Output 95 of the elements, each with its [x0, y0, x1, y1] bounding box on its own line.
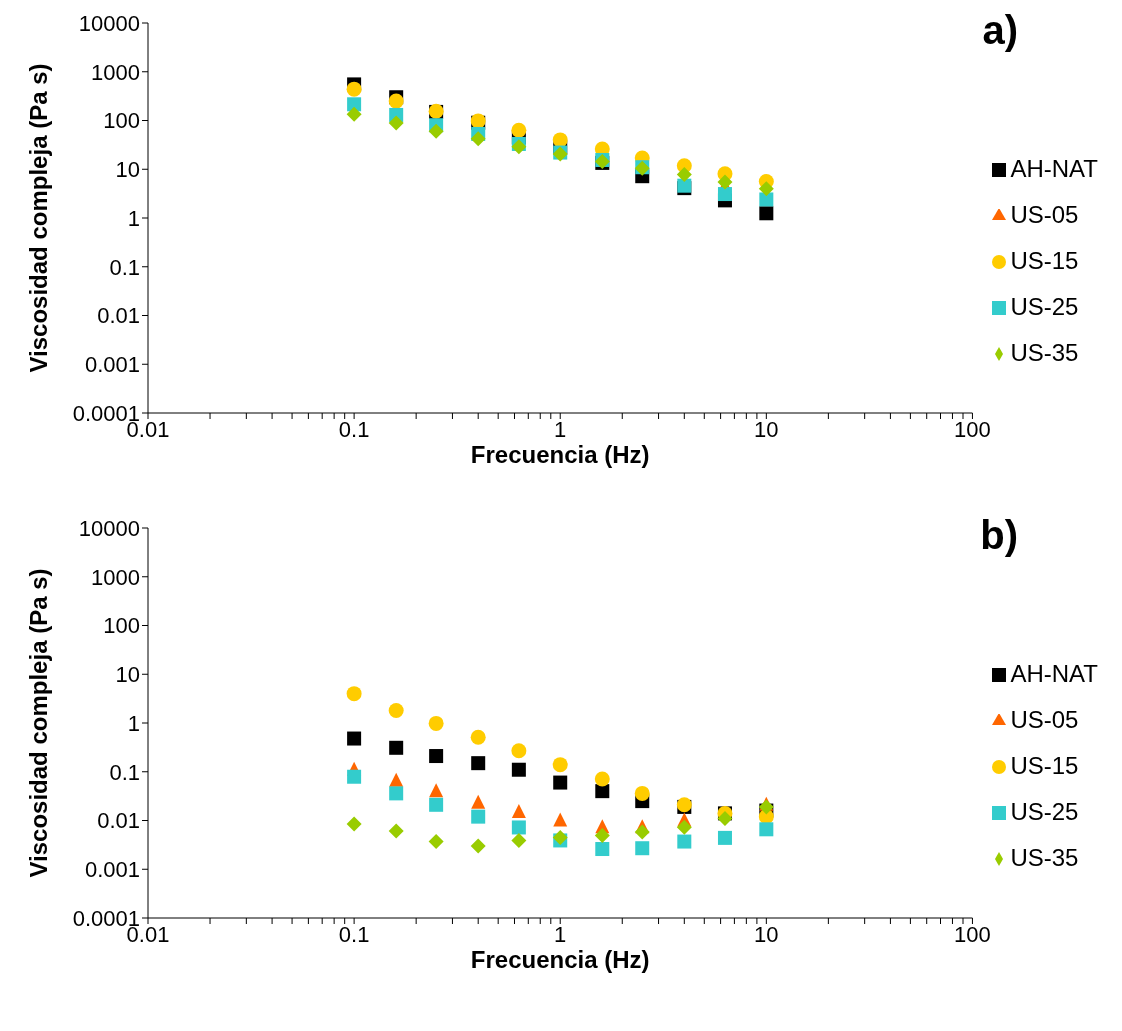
- legend-label: US-35: [1010, 843, 1079, 871]
- x-axis-title: Frecuencia (Hz): [470, 441, 650, 468]
- point: [511, 832, 527, 848]
- point: [676, 819, 692, 835]
- y-tick-label: 0.01: [97, 303, 140, 329]
- point: [428, 715, 444, 731]
- point: [759, 822, 774, 837]
- x-tick-label: 1: [554, 416, 567, 442]
- point: [677, 834, 692, 849]
- point: [471, 794, 486, 809]
- legend-label: US-25: [1010, 797, 1079, 825]
- point: [553, 775, 568, 790]
- point: [511, 820, 526, 835]
- point: [429, 783, 444, 798]
- point: [429, 749, 444, 764]
- y-tick-label: 1000: [91, 59, 140, 85]
- legend-label: US-05: [1010, 200, 1079, 228]
- x-tick-label: 10: [754, 921, 779, 947]
- point: [346, 816, 362, 832]
- y-tick-label: 100: [103, 613, 140, 639]
- legend-label: AH-NAT: [1010, 154, 1098, 182]
- point: [759, 206, 774, 221]
- point: [717, 830, 732, 845]
- x-tick-label: 0.1: [338, 921, 370, 947]
- point: [758, 181, 774, 197]
- y-tick-label: 10000: [78, 10, 140, 36]
- point: [470, 729, 486, 745]
- y-tick-label: 0.001: [84, 857, 140, 883]
- point: [717, 174, 733, 190]
- point: [388, 823, 404, 839]
- y-axis-title: Viscosidad compleja (Pa s): [24, 63, 52, 373]
- point: [346, 81, 362, 97]
- x-tick-label: 100: [954, 416, 991, 442]
- point: [389, 786, 404, 801]
- point: [428, 123, 444, 139]
- point: [346, 686, 362, 702]
- chart-title: a): [982, 8, 1018, 53]
- point: [388, 703, 404, 719]
- legend-label: US-15: [1010, 751, 1079, 779]
- legend-label: US-05: [1010, 705, 1079, 733]
- point: [429, 797, 444, 812]
- point: [388, 93, 404, 109]
- point: [717, 187, 732, 202]
- point: [511, 762, 526, 777]
- y-tick-label: 0.1: [109, 759, 140, 785]
- point: [758, 799, 774, 815]
- y-tick-label: 1000: [91, 564, 140, 590]
- y-tick-label: 10: [115, 662, 140, 688]
- point: [759, 192, 774, 207]
- y-tick-label: 10: [115, 157, 140, 183]
- point: [471, 756, 486, 771]
- x-tick-label: 100: [954, 921, 991, 947]
- point: [347, 769, 362, 784]
- legend-label: AH-NAT: [1010, 659, 1098, 687]
- point: [676, 167, 692, 183]
- point: [552, 132, 568, 148]
- point: [511, 743, 527, 759]
- point: [595, 842, 610, 857]
- point: [594, 828, 610, 844]
- x-tick-label: 0.1: [338, 416, 370, 442]
- y-axis-title: Viscosidad compleja (Pa s): [24, 568, 52, 878]
- point: [428, 834, 444, 850]
- chart-title: b): [980, 513, 1018, 558]
- point: [511, 122, 527, 138]
- point: [595, 784, 610, 799]
- x-tick-label: 10: [754, 416, 779, 442]
- legend-label: US-15: [1010, 246, 1079, 274]
- point: [347, 731, 362, 746]
- point: [346, 106, 362, 122]
- point: [552, 829, 568, 845]
- x-axis-title: Frecuencia (Hz): [470, 946, 650, 973]
- legend-label: US-25: [1010, 292, 1079, 320]
- point: [553, 812, 568, 827]
- x-tick-label: 1: [554, 921, 567, 947]
- point: [717, 810, 733, 826]
- legend-label: US-35: [1010, 338, 1079, 366]
- point: [388, 115, 404, 131]
- point: [470, 838, 486, 854]
- point: [470, 131, 486, 147]
- y-tick-label: 0.01: [97, 808, 140, 834]
- point: [634, 824, 650, 840]
- y-tick-label: 0.001: [84, 352, 140, 378]
- y-tick-label: 1: [127, 205, 140, 231]
- point: [594, 771, 610, 787]
- point: [635, 841, 650, 856]
- y-tick-label: 0.1: [109, 254, 140, 280]
- point: [511, 139, 527, 155]
- y-tick-label: 100: [103, 108, 140, 134]
- y-tick-label: 1: [127, 710, 140, 736]
- point: [552, 757, 568, 773]
- point: [389, 740, 404, 755]
- point: [511, 803, 526, 818]
- point: [471, 809, 486, 824]
- point: [634, 785, 650, 801]
- y-tick-label: 10000: [78, 515, 140, 541]
